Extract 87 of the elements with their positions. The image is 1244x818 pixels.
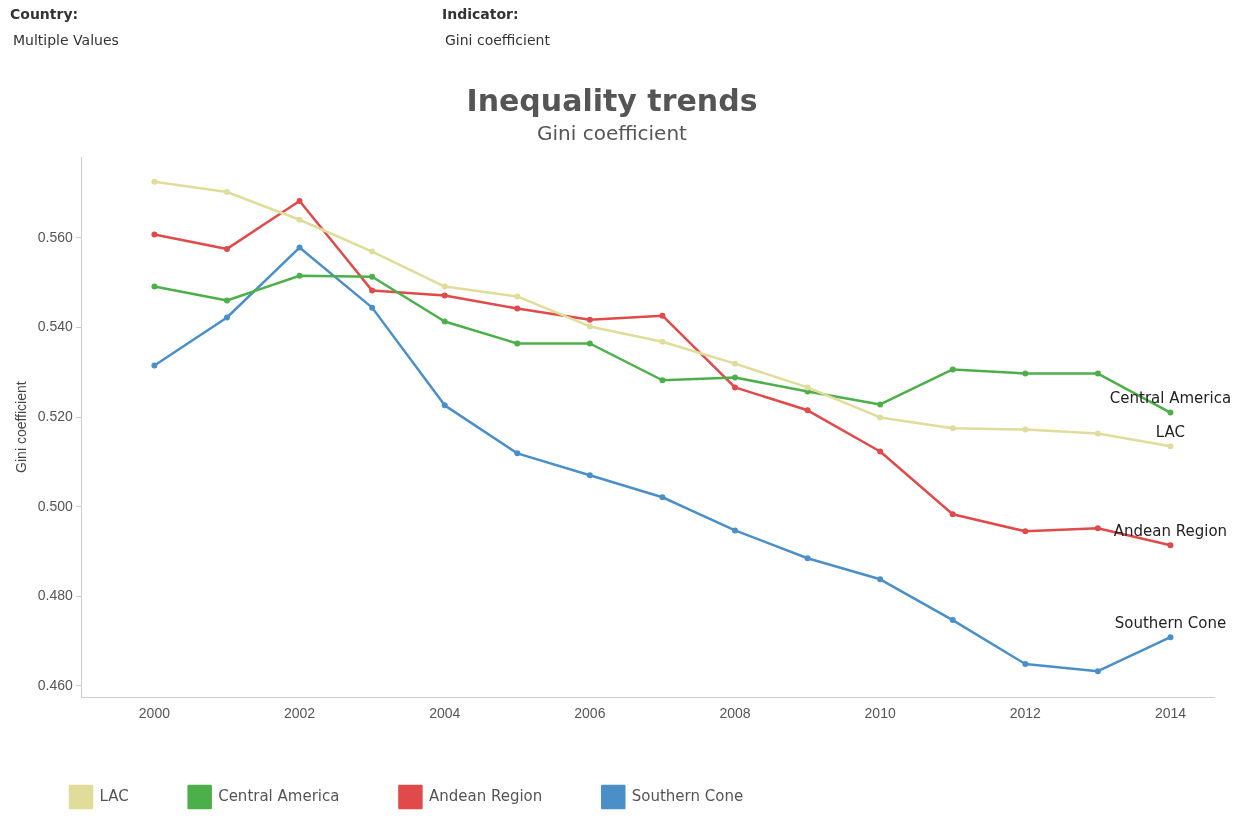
legend-label: Southern Cone: [631, 786, 744, 805]
point: [441, 283, 448, 290]
x-tick-label: 2012: [1009, 705, 1042, 722]
point: [514, 450, 521, 457]
text: Multiple Values: [13, 32, 119, 48]
point: [659, 494, 666, 501]
point: [514, 305, 521, 312]
y-tick-label: 0.540: [37, 318, 74, 335]
point: [732, 527, 739, 534]
text: Gini coefficient: [445, 32, 550, 48]
point: [1094, 370, 1101, 377]
point: [1022, 661, 1029, 668]
y-tick-label: 0.480: [37, 587, 74, 604]
text: Andean Region: [1113, 521, 1228, 540]
legend-label: Andean Region: [428, 786, 543, 805]
point: [1094, 668, 1101, 675]
point: [151, 362, 158, 369]
point: [441, 318, 448, 325]
point: [1094, 430, 1101, 437]
point: [296, 197, 303, 204]
point: [586, 323, 593, 330]
x-tick-label: 2010: [864, 705, 896, 722]
point: [369, 273, 376, 280]
point: [949, 366, 956, 373]
point: [1022, 528, 1029, 535]
point: [369, 287, 376, 294]
point: [369, 304, 376, 311]
point: [151, 178, 158, 185]
point: [441, 292, 448, 299]
point: [949, 617, 956, 624]
x-tick-label: 2002: [283, 705, 316, 722]
point: [732, 360, 739, 367]
point: [1167, 542, 1174, 549]
x-tick-label: 2000: [138, 705, 171, 722]
point: [586, 472, 593, 479]
point: [877, 401, 884, 408]
point: [659, 377, 666, 384]
point: [514, 293, 521, 300]
legend-label: LAC: [99, 786, 129, 805]
text: Indicator:: [442, 6, 519, 22]
point: [1022, 426, 1029, 433]
point: [514, 340, 521, 347]
x-tick-label: 2014: [1154, 705, 1187, 722]
chart-subtitle: Gini coefficient: [537, 121, 688, 146]
point: [1094, 525, 1101, 532]
point: [949, 511, 956, 518]
point: [223, 297, 230, 304]
legend-label: Central America: [218, 786, 340, 805]
y-tick-label: 0.520: [37, 407, 74, 424]
chart-title: Inequality trends: [466, 82, 758, 118]
point: [659, 338, 666, 345]
point: [586, 316, 593, 323]
point: [296, 272, 303, 279]
point: [732, 374, 739, 381]
point: [151, 283, 158, 290]
x-tick-label: 2004: [429, 705, 461, 722]
point: [804, 384, 811, 391]
point: [1167, 443, 1174, 450]
point: [296, 216, 303, 223]
point: [1167, 634, 1174, 641]
point: [151, 231, 158, 238]
text: LAC: [1155, 422, 1186, 441]
y-tick-label: 0.560: [37, 228, 74, 245]
point: [1167, 409, 1174, 416]
point: [877, 448, 884, 455]
point: [586, 340, 593, 347]
point: [1022, 370, 1029, 377]
point: [659, 312, 666, 319]
x-tick-label: 2006: [574, 705, 606, 722]
text: Country:: [10, 6, 79, 22]
point: [223, 188, 230, 195]
point: [877, 414, 884, 421]
point: [441, 402, 448, 409]
point: [949, 425, 956, 432]
y-axis-title: Gini coefficient: [13, 381, 30, 473]
x-tick-label: 2008: [719, 705, 751, 722]
text: Southern Cone: [1114, 613, 1227, 632]
point: [296, 244, 303, 251]
point: [223, 314, 230, 321]
point: [732, 384, 739, 391]
point: [223, 245, 230, 252]
y-tick-label: 0.460: [37, 676, 74, 693]
point: [804, 407, 811, 414]
point: [369, 248, 376, 255]
y-tick-label: 0.500: [37, 497, 74, 514]
point: [877, 576, 884, 583]
point: [804, 555, 811, 562]
